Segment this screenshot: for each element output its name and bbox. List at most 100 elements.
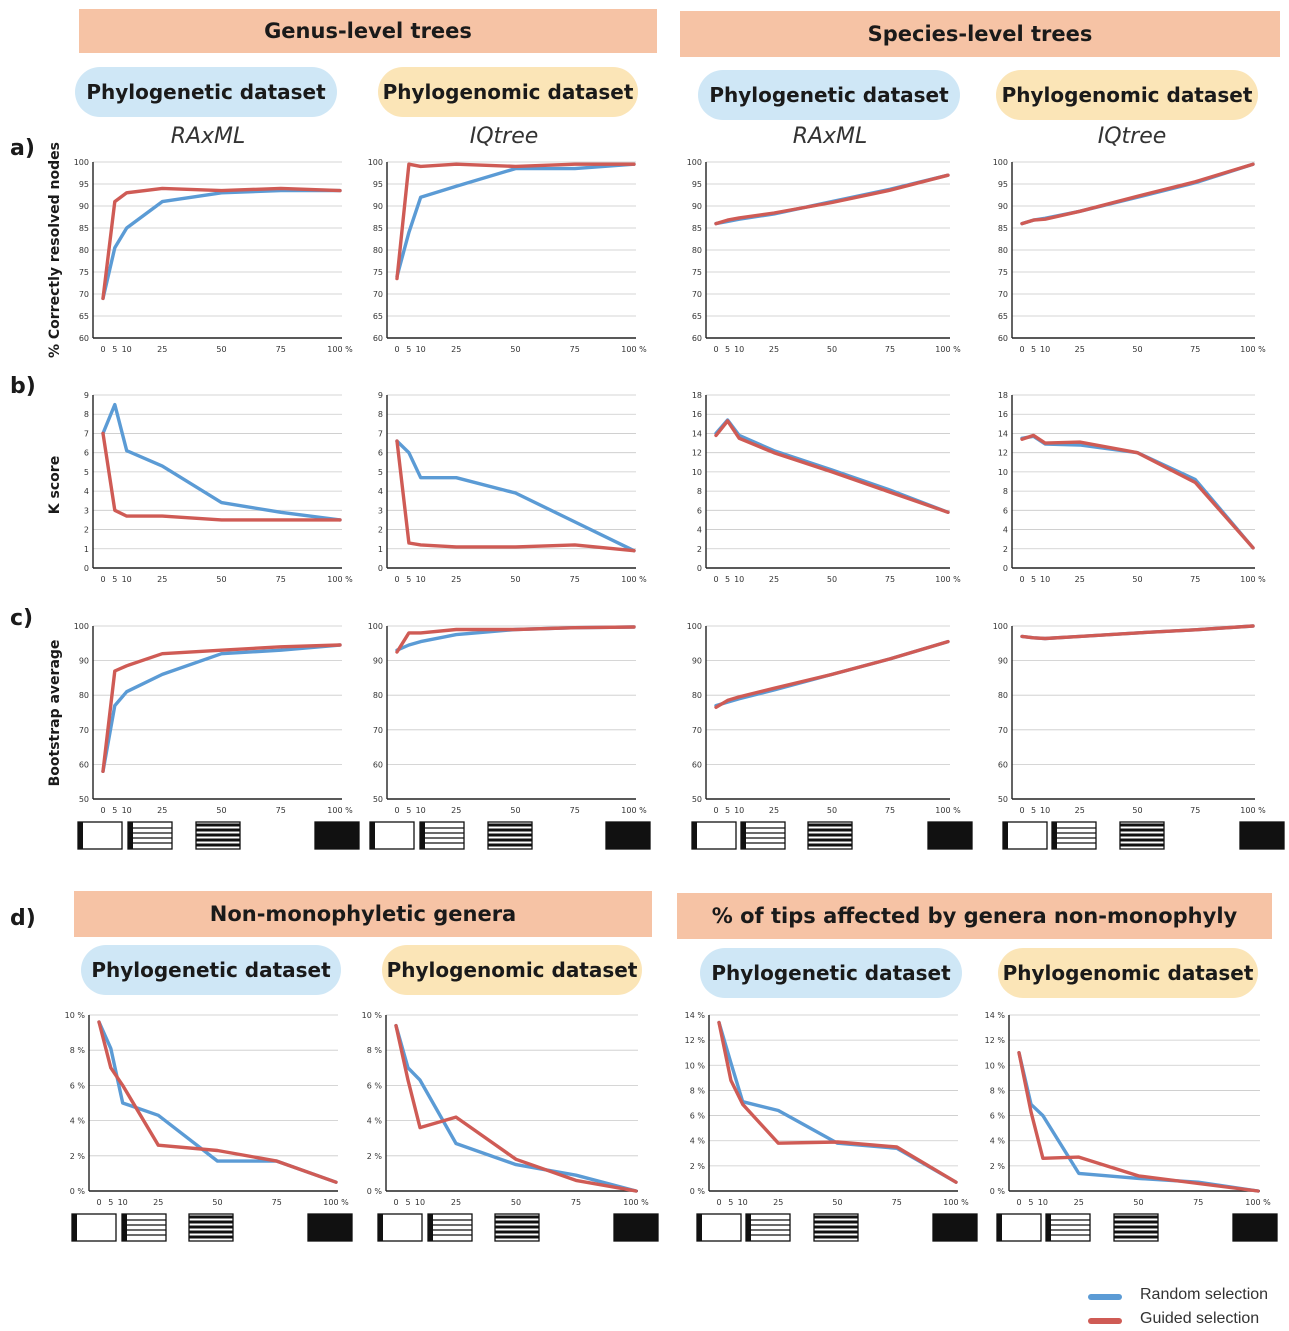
x-tick-label: 0 [713,806,718,815]
x-tick-label: 75 [892,1198,902,1207]
icon-bar [78,822,83,849]
x-tick-label: 50 [212,1198,222,1207]
y-tick-label: 75 [373,268,383,277]
x-tick-label: 50 [510,575,520,584]
sampling-icon-100 [927,821,973,850]
x-tick-label: 75 [885,575,895,584]
y-tick-label: 12 % [685,1036,706,1045]
y-tick-label: 60 [998,760,1008,769]
y-tick-label: 70 [692,726,702,735]
icon-stripe [1114,1230,1158,1234]
x-tick-label: 100 % [621,575,647,584]
series-guided-line [395,162,636,281]
icon-stripe [189,1215,233,1219]
icon-stripe [814,1235,858,1239]
header-species: Species-level trees [680,11,1280,57]
x-tick-label: 10 [416,345,426,354]
x-tick-label: 10 [1040,575,1050,584]
sampling-icon-0 [77,821,123,850]
series-random-line [101,188,342,301]
pill-phylogenetic: Phylogenetic dataset [698,70,960,120]
y-tick-label: 9 [378,391,383,400]
x-tick-label: 75 [1190,345,1200,354]
y-tick-label: 75 [692,268,702,277]
icon-stripe [814,1220,858,1224]
series-random-line [101,643,342,773]
x-tick-label: 10 [416,806,426,815]
series-guided-line [395,625,636,654]
x-tick-label: 0 [394,806,399,815]
y-tick-label: 4 [1003,526,1008,535]
series-guided-line [394,1023,638,1193]
y-tick-label: 14 [998,429,1008,438]
x-tick-label: 0 [716,1198,721,1207]
y-tick-label: 60 [79,334,89,343]
x-tick-label: 50 [1132,575,1142,584]
x-tick-label: 0 [96,1198,101,1207]
x-tick-label: 50 [510,806,520,815]
x-tick-label: 50 [511,1198,521,1207]
icon-stripe [808,838,852,842]
y-tick-label: 100 [368,622,383,631]
x-tick-label: 10 [1040,806,1050,815]
y-tick-label: 10 [998,468,1008,477]
x-tick-label: 100 % [935,345,961,354]
icon-bar [428,1214,433,1241]
pill-phylogenomic: Phylogenomic dataset [996,70,1258,120]
x-tick-label: 100 % [935,806,961,815]
icon-stripe [196,828,240,832]
x-tick-label: 100 % [1240,575,1266,584]
y-tick-label: 2 [378,526,383,535]
x-tick-label: 10 [1040,345,1050,354]
icon-bar [1003,822,1008,849]
icon-stripe [808,828,852,832]
icon-bar [697,1214,702,1241]
pill-phylogenomic: Phylogenomic dataset [382,945,642,995]
y-tick-label: 50 [692,795,702,804]
y-tick-label: 4 [378,487,383,496]
y-tick-label: 0 [1003,564,1008,573]
x-tick-label: 25 [451,575,461,584]
x-tick-label: 25 [1075,345,1085,354]
y-tick-label: 70 [79,726,89,735]
y-tick-label: 4 % [70,1117,86,1126]
y-tick-label: 90 [79,202,89,211]
icon-stripe [1120,828,1164,832]
x-tick-label: 50 [216,806,226,815]
sampling-icon-100 [932,1213,978,1242]
series-guided-line [1017,1050,1260,1193]
y-tick-label: 80 [373,691,383,700]
y-tick-label: 85 [79,224,89,233]
icon-bar [128,822,133,849]
y-tick-label: 10 % [65,1011,86,1020]
y-tick-label: 14 [692,429,702,438]
icon-stripe [808,833,852,837]
y-tick-label: 100 [687,622,702,631]
x-tick-label: 50 [832,1198,842,1207]
y-tick-label: 7 [84,429,89,438]
x-tick-label: 50 [510,345,520,354]
pill-phylogenetic: Phylogenetic dataset [700,948,962,998]
y-tick-label: 85 [692,224,702,233]
y-tick-label: 2 % [367,1152,383,1161]
y-tick-label: 100 [993,622,1008,631]
y-tick-label: 70 [692,290,702,299]
x-tick-label: 10 [734,575,744,584]
x-tick-label: 0 [713,345,718,354]
x-tick-label: 75 [570,806,580,815]
header-tips: % of tips affected by genera non-monophy… [677,893,1272,939]
x-tick-label: 5 [406,575,411,584]
y-tick-label: 90 [692,202,702,211]
x-tick-label: 10 [122,806,132,815]
x-tick-label: 75 [570,575,580,584]
y-tick-label: 16 [692,410,702,419]
y-tick-label: 5 [378,468,383,477]
y-tick-label: 100 [74,158,89,167]
sampling-icon-low [427,1213,473,1242]
method-raxml: RAxML [792,124,868,149]
y-tick-label: 12 % [985,1036,1006,1045]
y-tick-label: 14 % [985,1011,1006,1020]
sampling-icon-100 [605,821,651,850]
y-tick-label: 90 [998,202,1008,211]
x-tick-label: 100 % [327,575,353,584]
